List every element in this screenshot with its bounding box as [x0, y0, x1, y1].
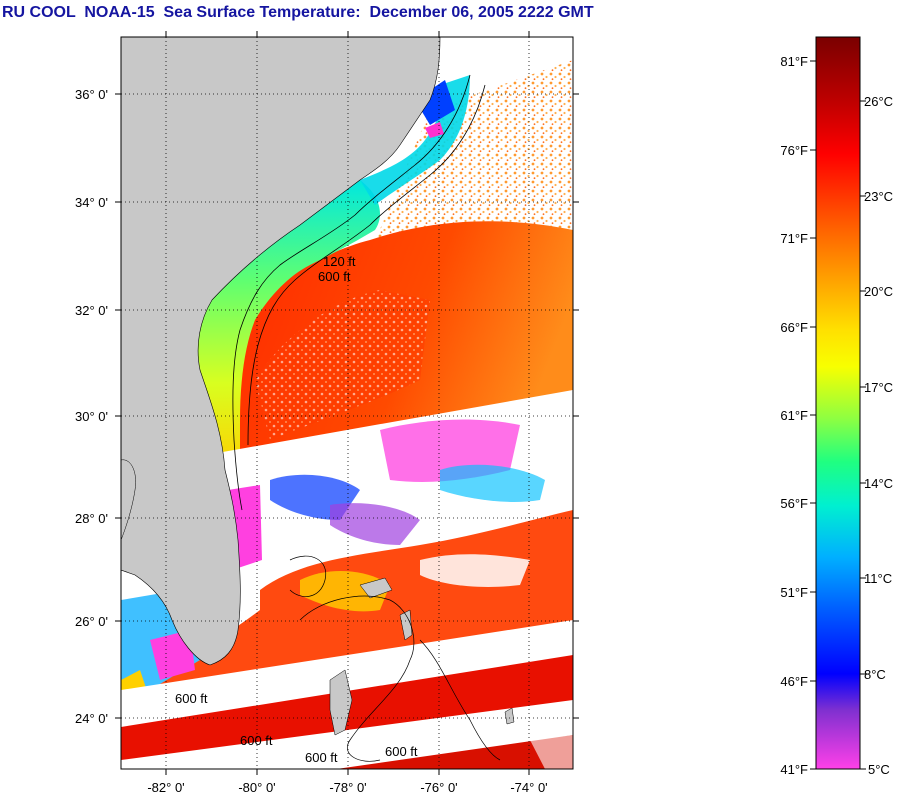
continental-shelf-water [198, 180, 380, 470]
lat-label-36: 36° 0' [75, 87, 108, 102]
colorbar-label-5c: 5°C [868, 762, 890, 777]
colorbar-label-11c: 11°C [864, 571, 892, 586]
southern-warm-patch-1 [300, 570, 390, 612]
southern-warm-band-2 [121, 735, 573, 769]
colorbar-label-41f: 41°F [780, 762, 808, 777]
isobath-600ft [247, 84, 486, 446]
southern-cloud-patch [420, 554, 530, 587]
colorbar-label-76f: 76°F [780, 143, 808, 158]
colorbar-label-61f: 61°F [780, 408, 808, 423]
colorbar-label-26c: 26°C [864, 94, 893, 109]
colorbar-label-20c: 20°C [864, 284, 893, 299]
graticule [121, 37, 573, 769]
lon-label-78: -78° 0' [329, 780, 366, 795]
cloud-edge-artifact-4 [440, 464, 545, 502]
map-plot-area: 120 ft 600 ft 600 ft 600 ft 600 ft 600 f… [121, 37, 573, 769]
colorbar-label-51f: 51°F [780, 585, 808, 600]
lat-label-26: 26° 0' [75, 614, 108, 629]
colorbar-label-66f: 66°F [780, 320, 808, 335]
map-frame [120, 36, 574, 770]
gulf-stream-speckle [255, 290, 430, 440]
swath-gap-north [121, 620, 573, 727]
southeast-cloud [530, 735, 573, 769]
colorbar-label-71f: 71°F [780, 231, 808, 246]
cat-island [504, 707, 515, 725]
lon-label-76: -76° 0' [420, 780, 457, 795]
isobath-label-600ft-2: 600 ft [175, 691, 208, 706]
andros-island [329, 669, 353, 736]
isobath-label-120ft: 120 ft [323, 254, 356, 269]
lat-label-34: 34° 0' [75, 195, 108, 210]
lon-label-80: -80° 0' [238, 780, 275, 795]
isobath-label-600ft-3: 600 ft [240, 733, 273, 748]
colorbar-label-14c: 14°C [864, 476, 893, 491]
colorbar-label-56f: 56°F [780, 496, 808, 511]
lon-label-74: -74° 0' [510, 780, 547, 795]
lat-label-28: 28° 0' [75, 511, 108, 526]
lat-label-32: 32° 0' [75, 303, 108, 318]
colorbar-label-23c: 23°C [864, 189, 893, 204]
pamlico-sound [415, 80, 455, 125]
us-southeast-landmass [121, 37, 441, 666]
isobath-label-600ft-5: 600 ft [385, 744, 418, 759]
abaco-island [399, 609, 413, 641]
colorbar-label-46f: 46°F [780, 674, 808, 689]
axis-ticks [115, 31, 579, 775]
grand-bahama-island [359, 577, 393, 599]
lon-label-82: -82° 0' [147, 780, 184, 795]
isobath-120ft [232, 74, 471, 511]
colorbar-ticks [810, 60, 866, 770]
isobath-bahamas-bank [299, 595, 415, 762]
map-title: RU COOL NOAA-15 Sea Surface Temperature:… [2, 4, 594, 21]
lat-label-24: 24° 0' [75, 711, 108, 726]
colorbar-label-8c: 8°C [864, 667, 886, 682]
isobath-label-600ft-4: 600 ft [305, 750, 338, 765]
colorbar-label-17c: 17°C [864, 380, 893, 395]
isobath-bahamas-bank-2 [419, 639, 501, 761]
isobath-label-600ft-1: 600 ft [318, 269, 351, 284]
temperature-colorbar [815, 36, 861, 770]
florida-panhandle-coast [121, 459, 136, 541]
cloud-edge-artifact-3 [330, 503, 420, 545]
lat-label-30: 30° 0' [75, 409, 108, 424]
colorbar-label-81f: 81°F [780, 54, 808, 69]
swath-gap-south [121, 700, 573, 769]
